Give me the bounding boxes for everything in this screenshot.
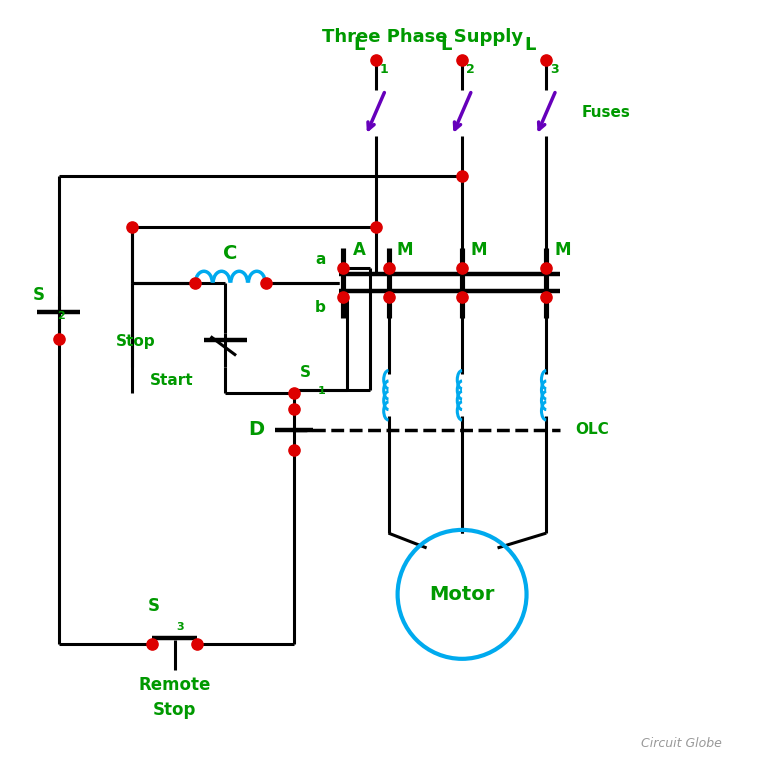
Text: M: M — [471, 241, 487, 259]
Text: S: S — [148, 597, 159, 615]
Text: M: M — [397, 241, 413, 259]
Point — [260, 277, 272, 289]
Point — [369, 220, 382, 232]
Point — [287, 444, 300, 456]
Text: a: a — [315, 251, 326, 267]
Point — [456, 170, 469, 182]
Point — [145, 637, 158, 649]
Text: L: L — [354, 37, 365, 54]
Text: 1: 1 — [318, 386, 326, 396]
Point — [287, 403, 300, 415]
Point — [336, 262, 349, 274]
Point — [456, 53, 469, 66]
Point — [456, 291, 469, 303]
Text: Fuses: Fuses — [582, 105, 631, 120]
Point — [52, 332, 64, 345]
Text: 2: 2 — [466, 63, 475, 76]
Point — [382, 291, 395, 303]
Text: 3: 3 — [176, 623, 184, 633]
Text: Start: Start — [150, 373, 193, 388]
Text: 2: 2 — [57, 312, 64, 322]
Point — [456, 262, 469, 274]
Text: Motor: Motor — [430, 585, 495, 604]
Text: Three Phase Supply: Three Phase Supply — [322, 28, 523, 46]
Text: b: b — [315, 300, 326, 316]
Point — [189, 277, 201, 289]
Point — [336, 291, 349, 303]
Text: C: C — [223, 244, 238, 264]
Point — [382, 262, 395, 274]
Point — [287, 387, 300, 400]
Text: Stop: Stop — [116, 335, 155, 349]
Text: 1: 1 — [379, 63, 388, 76]
Point — [540, 262, 552, 274]
Text: D: D — [249, 420, 265, 439]
Text: S: S — [300, 364, 311, 380]
Text: L: L — [524, 37, 535, 54]
Point — [540, 291, 552, 303]
Point — [540, 53, 552, 66]
Text: L: L — [440, 37, 451, 54]
Point — [126, 220, 138, 232]
Text: S: S — [33, 286, 45, 304]
Text: Stop: Stop — [153, 701, 197, 720]
Point — [191, 637, 204, 649]
Point — [369, 53, 382, 66]
Text: M: M — [555, 241, 571, 259]
Text: 3: 3 — [550, 63, 559, 76]
Text: OLC: OLC — [575, 422, 609, 437]
Text: Circuit Globe: Circuit Globe — [641, 736, 722, 749]
Text: Remote: Remote — [138, 676, 211, 694]
Text: A: A — [354, 241, 366, 259]
